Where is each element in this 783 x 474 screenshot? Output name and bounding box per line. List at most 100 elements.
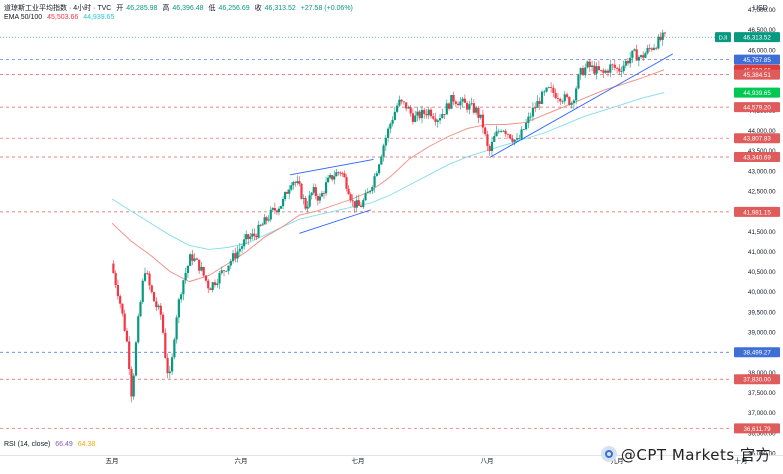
price-level-tag [734, 102, 780, 113]
ema-legend: EMA 50/100 45,503.66 44,939.65 [4, 14, 117, 21]
candle-body [357, 200, 360, 206]
close-value: 46,313.52 [264, 5, 296, 12]
candle-body [377, 164, 381, 174]
candle-body [155, 301, 158, 308]
rsi-legend: RSI (14, close) 66.49 64.38 [4, 441, 98, 448]
candle-body [488, 146, 491, 151]
rsi-smoothed: 64.38 [77, 441, 96, 448]
close-label: 收 [254, 5, 262, 12]
candle-body [454, 101, 457, 104]
candle-body [479, 114, 482, 118]
candle-body [459, 101, 462, 106]
candle-body [288, 189, 291, 194]
candle-body [191, 254, 194, 261]
price-level-tag [734, 152, 780, 163]
candle-body [177, 299, 180, 318]
candle-body [263, 217, 266, 225]
candle-body [141, 280, 144, 302]
open-label: 开 [116, 5, 124, 12]
price-level-label: 44,579.20 [743, 105, 771, 112]
candle-body [366, 192, 369, 194]
change-value: +27.58 (+0.06%) [300, 5, 353, 12]
candle-body [416, 111, 419, 116]
candle-body [618, 68, 621, 72]
candle-body [400, 99, 403, 102]
y-tick-label: 39,000.00 [748, 330, 776, 337]
candle-body [353, 201, 356, 208]
candle-body [472, 103, 475, 113]
candle-body [227, 265, 230, 271]
candle-body [637, 57, 640, 61]
price-level-label: 43,807.83 [743, 136, 771, 143]
candle-body [597, 66, 600, 70]
candle-body [527, 116, 530, 123]
candle-body [364, 193, 367, 201]
candle-body [461, 98, 464, 102]
candle-body [593, 65, 596, 74]
price-level-label: 45,384.51 [743, 72, 771, 79]
candle-body [466, 102, 469, 110]
high-label: 高 [162, 5, 170, 12]
candle-body [515, 138, 519, 140]
y-tick-label: 36,500.00 [748, 430, 776, 437]
x-tick-label: 七月 [352, 456, 365, 465]
candle-body [443, 114, 446, 115]
candle-body [382, 145, 385, 157]
candle-body [308, 195, 311, 207]
candle-body [271, 208, 274, 210]
candle-body [243, 239, 246, 247]
candle-body [495, 131, 498, 137]
candle-body [604, 70, 607, 73]
candle-body [529, 116, 532, 118]
price-level-tag [734, 69, 780, 80]
candle-body [186, 265, 189, 274]
y-tick-label: 44,000.00 [748, 128, 776, 135]
candle-body [355, 200, 358, 208]
price-level-tag [734, 206, 780, 217]
candle-body [375, 173, 378, 177]
candle-body [380, 156, 383, 165]
candle-body [531, 107, 535, 117]
price-level-tag [734, 347, 780, 358]
candle-body [286, 192, 289, 194]
candle-body [520, 129, 523, 139]
candle-body [335, 172, 338, 177]
candle-body [559, 98, 562, 102]
candle-body [229, 261, 232, 266]
candle-body [121, 303, 124, 314]
candle-body [502, 130, 505, 132]
candle-body [368, 190, 372, 193]
candle-body [543, 91, 546, 93]
candle-body [633, 49, 636, 51]
y-tick-label: 37,000.00 [748, 410, 776, 417]
price-level-label: 37,830.00 [743, 377, 771, 384]
candle-body [550, 87, 553, 88]
candle-body [168, 371, 171, 374]
price-level-label: 43,340.69 [743, 155, 771, 162]
candle-body [189, 254, 192, 266]
candle-body [231, 253, 235, 262]
candle-body [418, 111, 421, 119]
price-level-tag [734, 32, 780, 43]
candle-body [157, 305, 160, 308]
candle-body [545, 87, 548, 92]
candle-body [659, 36, 662, 40]
y-tick-label: 43,500.00 [748, 148, 776, 155]
high-value: 46,396.48 [172, 5, 204, 12]
y-tick-label: 39,500.00 [748, 309, 776, 316]
candle-body [204, 275, 208, 281]
price-level-tag [734, 423, 780, 434]
candle-body [143, 273, 147, 281]
candle-body [425, 113, 428, 116]
price-level-tag [734, 133, 780, 144]
low-label: 低 [208, 5, 216, 12]
candle-body [434, 118, 437, 122]
currency-label: USD [753, 5, 768, 12]
candle-body [650, 48, 653, 50]
candle-body [572, 100, 575, 104]
candle-body [236, 251, 239, 259]
candle-body [159, 305, 162, 315]
candle-body [441, 114, 444, 119]
